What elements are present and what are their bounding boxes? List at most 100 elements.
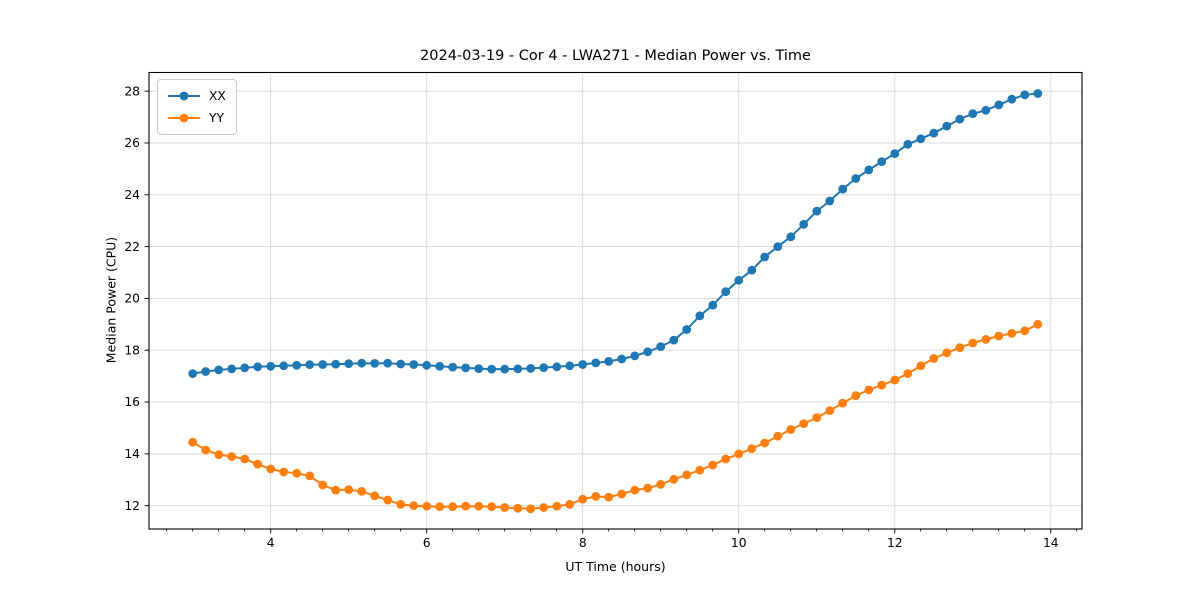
y-tick-label: 22 (124, 240, 140, 254)
data-point-yy (838, 398, 848, 408)
legend-swatch-xx-icon (168, 91, 200, 101)
y-tick-label: 18 (124, 343, 140, 357)
data-point-yy (344, 485, 354, 494)
data-point-yy (383, 495, 393, 505)
data-point-xx (630, 351, 640, 361)
series-line-xx (192, 92, 1038, 375)
data-point-yy (851, 391, 861, 400)
data-point-xx (292, 360, 302, 370)
data-point-xx (604, 357, 614, 366)
y-tick-label: 20 (124, 292, 140, 306)
data-point-yy (1020, 326, 1030, 336)
data-point-xx (643, 347, 653, 357)
y-tick-label: 16 (124, 395, 140, 409)
data-point-xx (227, 364, 237, 374)
data-point-xx (890, 149, 900, 159)
data-point-xx (279, 361, 289, 371)
data-point-yy (968, 338, 978, 348)
data-point-xx (214, 365, 224, 375)
y-tick-label: 28 (124, 84, 140, 98)
data-point-xx (435, 361, 445, 371)
y-tick-label: 24 (124, 188, 140, 202)
data-point-xx (721, 287, 731, 297)
y-tick-label: 14 (124, 447, 140, 461)
data-point-xx (617, 354, 627, 364)
data-point-yy (916, 361, 926, 371)
data-point-yy (526, 504, 536, 514)
data-point-xx (331, 359, 341, 369)
data-point-xx (669, 335, 679, 345)
y-tick-label: 12 (124, 499, 140, 513)
data-point-yy (474, 501, 484, 511)
data-point-yy (721, 454, 731, 464)
data-point-xx (591, 358, 601, 368)
data-point-yy (734, 449, 744, 459)
data-point-yy (708, 460, 718, 470)
data-point-xx (773, 242, 783, 252)
data-point-xx (383, 358, 393, 368)
x-tick-label: 4 (267, 536, 275, 550)
data-point-xx (877, 157, 887, 167)
data-point-yy (617, 489, 627, 499)
data-point-yy (448, 502, 458, 512)
data-point-yy (266, 464, 276, 474)
data-point-yy (630, 485, 640, 495)
data-point-yy (370, 491, 380, 501)
data-point-yy (695, 465, 705, 475)
data-point-xx (201, 367, 211, 376)
data-point-xx (864, 165, 874, 175)
data-point-xx (838, 184, 848, 194)
data-point-yy (1007, 329, 1017, 338)
data-point-yy (903, 369, 913, 378)
data-point-xx (240, 363, 250, 373)
data-point-yy (305, 471, 315, 481)
data-point-yy (890, 375, 900, 385)
data-point-yy (877, 380, 887, 390)
series-line-yy (192, 323, 1039, 510)
data-point-xx (266, 361, 276, 371)
data-point-xx (708, 300, 718, 310)
data-point-xx (682, 325, 692, 334)
x-axis-label: UT Time (hours) (565, 559, 666, 574)
data-point-yy (669, 474, 679, 484)
data-point-yy (773, 431, 783, 441)
data-point-xx (994, 100, 1004, 110)
data-point-xx (461, 363, 471, 373)
legend-item-yy: YY (166, 107, 226, 129)
data-point-xx (188, 369, 198, 378)
legend-label-yy: YY (209, 111, 225, 125)
data-point-yy (578, 494, 588, 504)
data-point-yy (799, 419, 809, 428)
data-point-xx (812, 206, 822, 216)
data-point-yy (331, 485, 341, 495)
data-point-xx (968, 109, 978, 119)
data-point-xx (539, 363, 549, 372)
data-point-yy (565, 500, 575, 509)
y-tick-label: 26 (124, 136, 140, 150)
data-point-yy (253, 459, 263, 469)
data-point-yy (409, 501, 419, 511)
data-point-yy (955, 343, 965, 352)
plot-border (148, 71, 1083, 530)
data-point-yy (240, 454, 250, 464)
legend-label-xx: XX (209, 89, 226, 103)
data-point-xx (1007, 94, 1017, 104)
data-point-yy (825, 406, 835, 415)
data-point-xx (344, 359, 354, 369)
data-point-xx (786, 232, 796, 242)
data-point-yy (422, 501, 432, 511)
data-point-xx (318, 360, 328, 369)
data-point-xx (799, 219, 809, 229)
data-point-xx (422, 360, 432, 370)
data-point-yy (994, 331, 1004, 341)
data-point-yy (292, 468, 302, 478)
data-point-xx (656, 342, 666, 351)
data-point-xx (747, 265, 757, 275)
data-point-yy (500, 503, 510, 512)
data-point-xx (825, 196, 835, 206)
data-point-xx (903, 139, 913, 149)
data-point-yy (929, 354, 939, 363)
data-point-yy (864, 385, 874, 395)
data-point-xx (929, 128, 939, 138)
